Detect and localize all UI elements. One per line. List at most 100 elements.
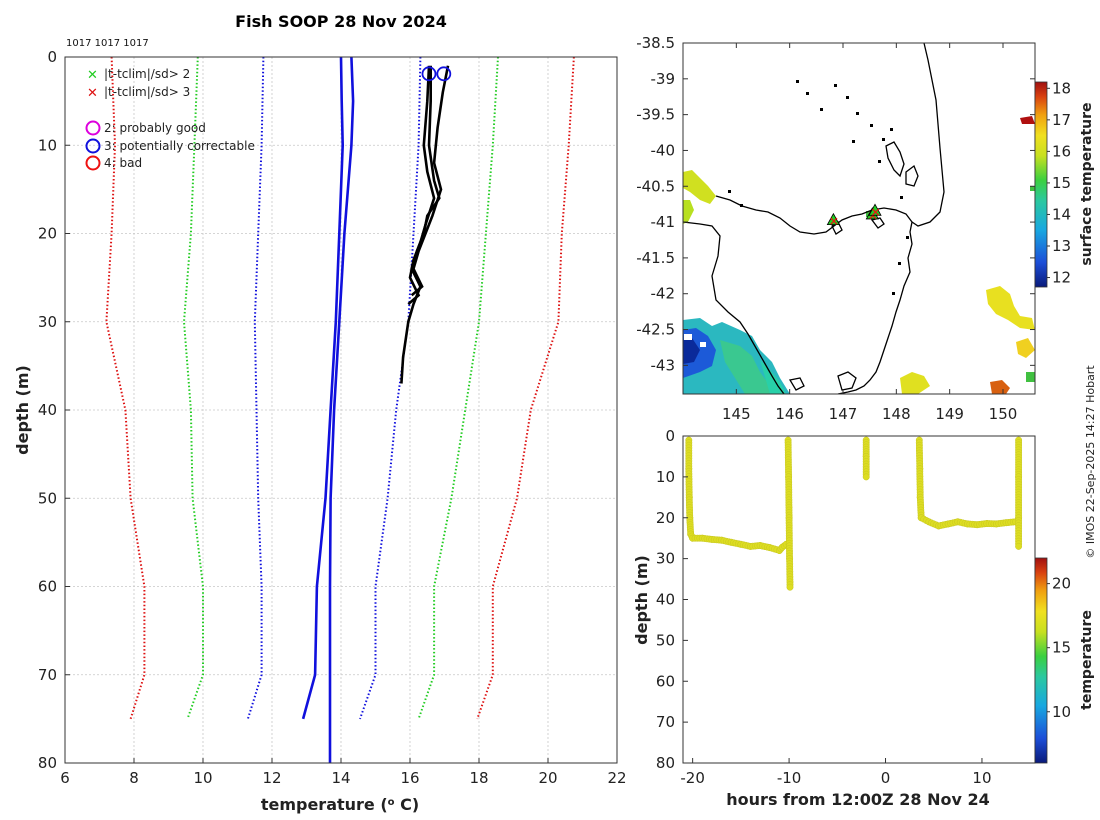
legend: ✕ |t-tclim|/sd> 2 ✕ |t-tclim|/sd> 3 2: p… (85, 67, 255, 171)
y-tick-label: 30 (38, 313, 57, 331)
timeseries-panel: -20 -10 0 10 0 10 20 30 40 50 60 70 80 hours from 1… (632, 427, 1095, 809)
series-clim-mean (301, 57, 345, 720)
map-y-tick-label: -41 (651, 213, 676, 231)
qc-markers (421, 66, 452, 82)
legend-marker-qc2 (85, 120, 101, 136)
map-y-tick-label: -43 (651, 356, 676, 374)
y-tick-label: 80 (38, 754, 57, 772)
timeseries-y-ticks: 0 10 20 30 40 50 60 70 80 (656, 427, 688, 772)
map-x-tick-label: 149 (935, 405, 964, 423)
sst-colorbar-tick-label: 12 (1052, 269, 1071, 287)
x-tick-label: 10 (193, 769, 212, 787)
series-clim-mean-alt- (328, 57, 355, 763)
ts-y-tick-label: 70 (656, 713, 675, 731)
temp-colorbar-label: temperature (1079, 610, 1095, 710)
ts-x-tick-label: 0 (881, 769, 891, 787)
map-x-tick-label: 148 (882, 405, 911, 423)
legend-label-qc2: 2: probably good (104, 121, 206, 135)
profile-series (105, 57, 575, 763)
x-tick-label: 14 (331, 769, 350, 787)
series-clim-1sd (359, 57, 422, 720)
series-clim-3sd (476, 57, 575, 720)
ts-x-tick-label: -20 (680, 769, 705, 787)
legend-label-qc3: 3: potentially correctable (104, 139, 255, 153)
series-profile-1 (400, 65, 441, 384)
x-tick-label: 12 (262, 769, 281, 787)
y-tick-label: 20 (38, 225, 57, 243)
ts-y-tick-label: 20 (656, 509, 675, 527)
ts-point (862, 473, 870, 481)
sst-patches (683, 116, 1035, 394)
map-y-tick-label: -40.5 (636, 177, 675, 195)
legend-item-qc4: 4: bad (85, 155, 142, 171)
timeseries-points (685, 436, 1023, 591)
series-clim-3sd (105, 57, 146, 720)
ts-point (786, 583, 794, 591)
profile-panel: Fish SOOP 28 Nov 2024 1017 1017 1017 6 8 1… (13, 12, 627, 814)
qc-point-flag-3 (436, 66, 452, 82)
map-panel: ✕ ✕✕ 145 146 147 148 149 150 -38.5-39-39.5-40-… (636, 34, 1095, 423)
ts-y-tick-label: 10 (656, 468, 675, 486)
x-tick-label: 22 (607, 769, 626, 787)
x-tick-label: 16 (400, 769, 419, 787)
profile-x-ticks: 6 8 10 12 14 16 18 20 22 (60, 758, 627, 787)
map-y-tick-label: -42 (651, 285, 676, 303)
drop-marker-x: ✕ (871, 205, 881, 219)
drop-marker-x: ✕ (829, 215, 839, 229)
legend-item-sd2: ✕ |t-tclim|/sd> 2 (87, 67, 190, 83)
ts-x-tick-label: 10 (972, 769, 991, 787)
legend-label-sd3: |t-tclim|/sd> 3 (104, 85, 190, 99)
temp-colorbar-tick-label: 10 (1052, 703, 1071, 721)
sst-colorbar-tick-label: 18 (1052, 79, 1071, 97)
sst-colorbar-tick-label: 13 (1052, 237, 1071, 255)
map-x-tick-label: 147 (829, 405, 858, 423)
legend-label-qc4: 4: bad (104, 156, 142, 170)
drop-marker-triangle (868, 203, 882, 216)
series-profile-2 (407, 65, 436, 306)
x-tick-label: 18 (469, 769, 488, 787)
sst-colorbar (1034, 81, 1048, 288)
map-x-ticks: 145 146 147 148 149 150 (722, 43, 1017, 423)
ts-x-tick-label: -10 (777, 769, 802, 787)
sst-colorbar-tick-label: 15 (1052, 174, 1071, 192)
x-tick-label: 8 (129, 769, 139, 787)
map-y-tick-label: -41.5 (636, 249, 675, 267)
temp-colorbar-ticks: 10 15 20 (1047, 575, 1071, 721)
sst-colorbar-label: surface temperature (1079, 102, 1095, 265)
ids-label: 1017 1017 1017 (66, 38, 149, 49)
map-y-ticks: -38.5 -39 -39.5 -40 -40.5 -41 -41.5 -42 -42.5 -43 (636, 34, 1035, 374)
timeseries-y-label: depth (m) (632, 555, 651, 645)
map-x-tick-label: 146 (775, 405, 804, 423)
y-tick-label: 60 (38, 578, 57, 596)
sst-colorbar-tick-label: 17 (1052, 111, 1071, 129)
copyright-notice: © IMOS 22-Sep-2025 14:27 Hobart (1084, 365, 1097, 559)
qc-point-flag-3 (421, 66, 437, 82)
legend-label-sd2: |t-tclim|/sd> 2 (104, 67, 190, 81)
y-tick-label: 0 (47, 48, 57, 66)
map-y-tick-label: -42.5 (636, 321, 675, 339)
ts-y-tick-label: 80 (656, 754, 675, 772)
ts-y-tick-label: 40 (656, 591, 675, 609)
y-tick-label: 40 (38, 401, 57, 419)
ts-y-tick-label: 30 (656, 550, 675, 568)
map-y-tick-label: -39.5 (636, 106, 675, 124)
drop-markers: ✕ ✕✕ (826, 203, 882, 229)
map-y-tick-label: -39 (651, 70, 676, 88)
legend-marker-qc4 (85, 155, 101, 171)
profile-y-ticks: 0 10 20 30 40 50 60 70 80 (38, 48, 70, 772)
islands (728, 80, 909, 295)
legend-marker-sd3: ✕ (87, 86, 98, 101)
series-clim-1sd (246, 57, 265, 720)
map-y-tick-label: -38.5 (636, 34, 675, 52)
chart-title: Fish SOOP 28 Nov 2024 (235, 12, 447, 31)
legend-item-qc2: 2: probably good (85, 120, 206, 136)
ts-point (1015, 542, 1023, 550)
timeseries-frame (682, 435, 1036, 764)
sst-colorbar-tick-label: 16 (1052, 142, 1071, 160)
ts-y-tick-label: 0 (665, 427, 675, 445)
series-profile-3 (410, 65, 450, 297)
map-content: ✕ ✕✕ (683, 43, 1035, 394)
profile-x-label: temperature (o C) (261, 795, 419, 814)
x-tick-label: 20 (538, 769, 557, 787)
drop-marker-x: ✕ (868, 209, 878, 223)
